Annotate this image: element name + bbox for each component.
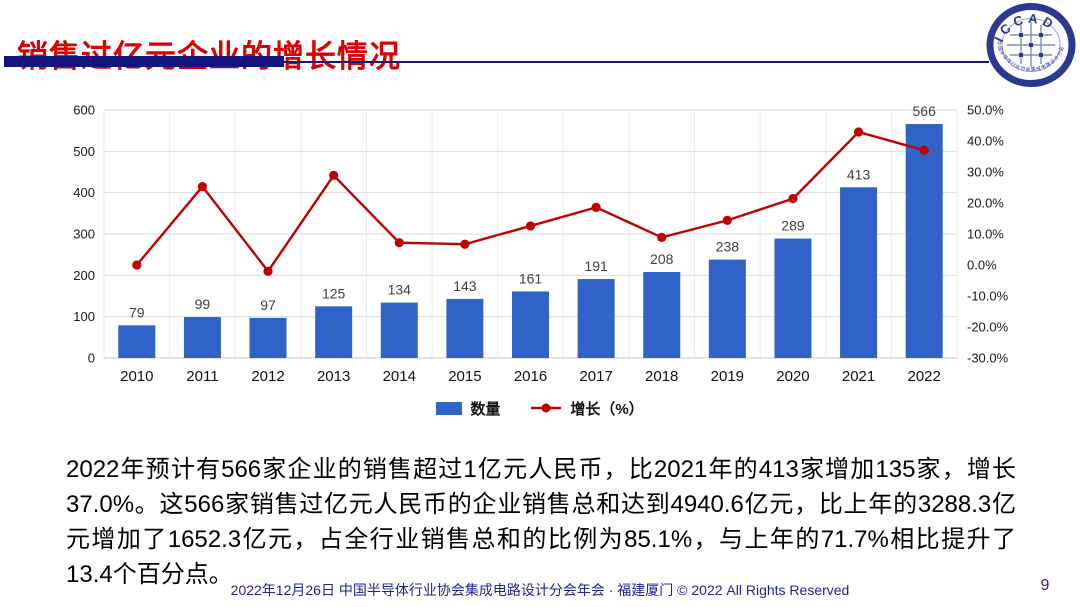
right-axis-tick: -20.0% xyxy=(967,320,1009,335)
growth-line-marker xyxy=(460,239,470,249)
bar-2021 xyxy=(840,187,878,358)
bar-value-label: 79 xyxy=(129,304,145,320)
line-series-marker-icon xyxy=(531,403,562,413)
x-axis-label: 2016 xyxy=(514,368,547,385)
growth-line-marker xyxy=(657,232,667,243)
x-axis-label: 2022 xyxy=(908,368,941,385)
bar-value-label: 191 xyxy=(584,258,608,274)
logo-grid-icon xyxy=(1007,22,1055,67)
bar-value-label: 97 xyxy=(260,297,276,313)
right-axis-tick: 0.0% xyxy=(967,258,997,273)
growth-line-marker xyxy=(197,181,208,192)
left-axis-tick: 0 xyxy=(88,351,95,366)
bar-2017 xyxy=(577,279,615,358)
combo-chart: 0 100 200 300 400 500 600 50.0% 40.0% 30.0% 20.0% 1… xyxy=(55,98,1015,394)
bar-value-label: 161 xyxy=(519,270,543,286)
right-axis-tick: 20.0% xyxy=(967,196,1004,211)
bar-value-label: 238 xyxy=(716,239,740,255)
bar-2013 xyxy=(315,306,353,358)
growth-line-marker xyxy=(591,202,601,212)
bar-2022 xyxy=(905,124,943,358)
bar-2019 xyxy=(708,259,746,358)
body-paragraph: 2022年预计有566家企业的销售超过1亿元人民币，比2021年的413家增加1… xyxy=(66,456,1016,588)
left-axis-tick: 200 xyxy=(73,268,95,283)
chart-legend: 数量 增长（%） xyxy=(0,396,1080,420)
bar-value-label: 289 xyxy=(781,218,805,234)
x-axis-label: 2010 xyxy=(120,368,153,385)
bar-value-label: 566 xyxy=(913,103,937,119)
left-axis-tick: 600 xyxy=(73,103,95,118)
bar-2018 xyxy=(643,272,681,358)
header-rule-thick xyxy=(4,56,284,67)
left-axis-tick: 300 xyxy=(73,227,95,242)
x-axis-label: 2020 xyxy=(776,368,809,385)
bar-2011 xyxy=(183,317,221,358)
right-axis-tick: -10.0% xyxy=(967,289,1009,304)
left-axis-tick: 500 xyxy=(73,144,95,159)
x-axis-label: 2011 xyxy=(186,368,218,385)
bar-value-label: 143 xyxy=(453,278,477,294)
growth-line-marker xyxy=(329,170,339,181)
page-title: 销售过亿元企业的增长情况 xyxy=(17,31,401,76)
bar-2020 xyxy=(774,238,812,358)
legend-label-line: 增长（%） xyxy=(570,400,644,418)
growth-line-marker xyxy=(919,145,929,155)
bar-value-label: 208 xyxy=(650,251,674,267)
left-axis-tick: 100 xyxy=(73,309,95,324)
growth-line-marker xyxy=(525,221,536,231)
x-axis-label: 2014 xyxy=(383,368,416,385)
bar-value-label: 413 xyxy=(847,166,871,182)
growth-line-marker xyxy=(263,266,273,276)
bar-2015 xyxy=(446,298,484,358)
bar-2016 xyxy=(512,291,549,358)
bar-value-label: 99 xyxy=(195,296,211,312)
right-axis-tick: 30.0% xyxy=(967,165,1004,180)
x-axis-label: 2013 xyxy=(317,368,350,385)
growth-line-marker xyxy=(788,194,798,204)
footer-credit: 2022年12月26日 中国半导体行业协会集成电路设计分会年会 · 福建厦门 ©… xyxy=(230,582,850,598)
x-axis-label: 2017 xyxy=(579,368,612,385)
growth-line-marker xyxy=(853,127,864,137)
bar-2012 xyxy=(249,317,287,358)
x-axis-label: 2019 xyxy=(711,368,744,385)
growth-line-marker xyxy=(394,238,404,248)
bar-2010 xyxy=(118,325,156,358)
x-axis-label: 2021 xyxy=(842,368,875,385)
right-axis-tick: 10.0% xyxy=(967,227,1004,242)
x-axis-label: 2015 xyxy=(448,368,481,385)
bar-value-label: 134 xyxy=(388,282,412,298)
x-axis-label: 2012 xyxy=(251,368,284,385)
growth-line-marker xyxy=(722,215,732,225)
right-axis-tick: 50.0% xyxy=(967,103,1004,118)
page-number: 9 xyxy=(1040,577,1050,594)
bar-series-swatch-icon xyxy=(436,401,463,415)
bar-value-label: 125 xyxy=(322,285,346,301)
x-axis-label: 2018 xyxy=(645,368,678,385)
legend-label-bars: 数量 xyxy=(470,400,501,418)
bar-2014 xyxy=(380,302,418,358)
right-axis-tick: 40.0% xyxy=(967,134,1004,149)
growth-line-marker xyxy=(132,260,142,270)
header-rule-thin xyxy=(4,61,989,63)
right-axis-tick: -30.0% xyxy=(967,351,1009,366)
left-axis-tick: 400 xyxy=(73,185,95,200)
iccad-logo: ICCAD 中国半导体行业协会集成电路设计分会 xyxy=(986,3,1076,87)
